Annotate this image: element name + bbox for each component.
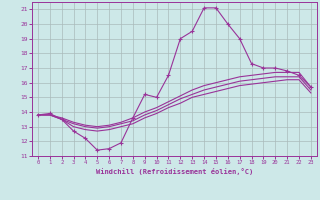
X-axis label: Windchill (Refroidissement éolien,°C): Windchill (Refroidissement éolien,°C) — [96, 168, 253, 175]
